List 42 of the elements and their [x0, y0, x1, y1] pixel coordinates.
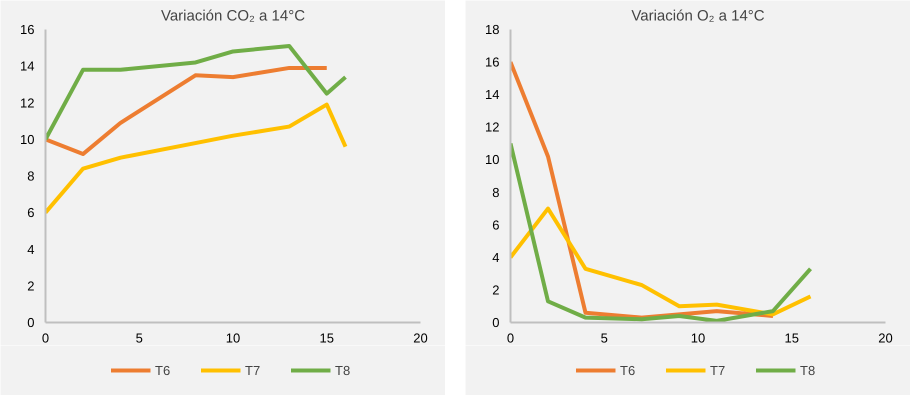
x-tick-label: 5 — [136, 330, 143, 346]
x-tick-label: 0 — [42, 330, 50, 346]
y-tick-label: 2 — [27, 278, 35, 294]
legend-label: T8 — [335, 362, 352, 378]
line-series — [46, 66, 329, 156]
legend-label: T7 — [710, 362, 726, 378]
y-tick-label: 14 — [485, 87, 500, 102]
y-tick-label: 12 — [485, 120, 500, 135]
y-tick-label: 4 — [27, 242, 35, 257]
y-tick-label: 10 — [485, 152, 500, 168]
chart-title: Variación CO₂ a 14°C — [160, 8, 306, 24]
x-tick-label: 20 — [413, 330, 428, 346]
y-tick-label: 12 — [20, 95, 35, 110]
x-tick-label: 10 — [226, 330, 240, 346]
y-tick-label: 14 — [20, 58, 35, 74]
y-tick-label: 18 — [485, 22, 500, 37]
y-tick-label: 8 — [27, 168, 35, 184]
y-tick-label: 2 — [492, 282, 500, 298]
legend-label: T7 — [245, 362, 262, 378]
legend-label: T6 — [620, 362, 636, 378]
y-tick-label: 10 — [20, 132, 35, 147]
y-tick-label: 0 — [27, 315, 35, 330]
line-series — [510, 206, 812, 316]
x-tick-label: 5 — [600, 330, 608, 346]
y-tick-label: 6 — [492, 217, 500, 232]
y-tick-label: 4 — [492, 250, 500, 265]
x-tick-label: 15 — [784, 330, 799, 346]
line-series — [46, 44, 348, 142]
x-tick-label: 20 — [878, 330, 893, 346]
x-tick-label: 10 — [690, 330, 706, 346]
x-tick-label: 15 — [320, 330, 334, 346]
legend-label: T6 — [155, 362, 172, 378]
y-tick-label: 0 — [492, 315, 500, 330]
legend-label: T8 — [800, 362, 816, 378]
y-tick-label: 8 — [492, 184, 500, 200]
y-tick-label: 6 — [27, 205, 35, 220]
chart-title: Variación O₂ a 14°C — [631, 8, 765, 24]
line-series — [46, 102, 348, 215]
y-tick-label: 16 — [20, 22, 35, 37]
x-tick-label: 0 — [506, 330, 514, 346]
line-series — [510, 141, 812, 322]
y-tick-label: 16 — [485, 54, 500, 70]
